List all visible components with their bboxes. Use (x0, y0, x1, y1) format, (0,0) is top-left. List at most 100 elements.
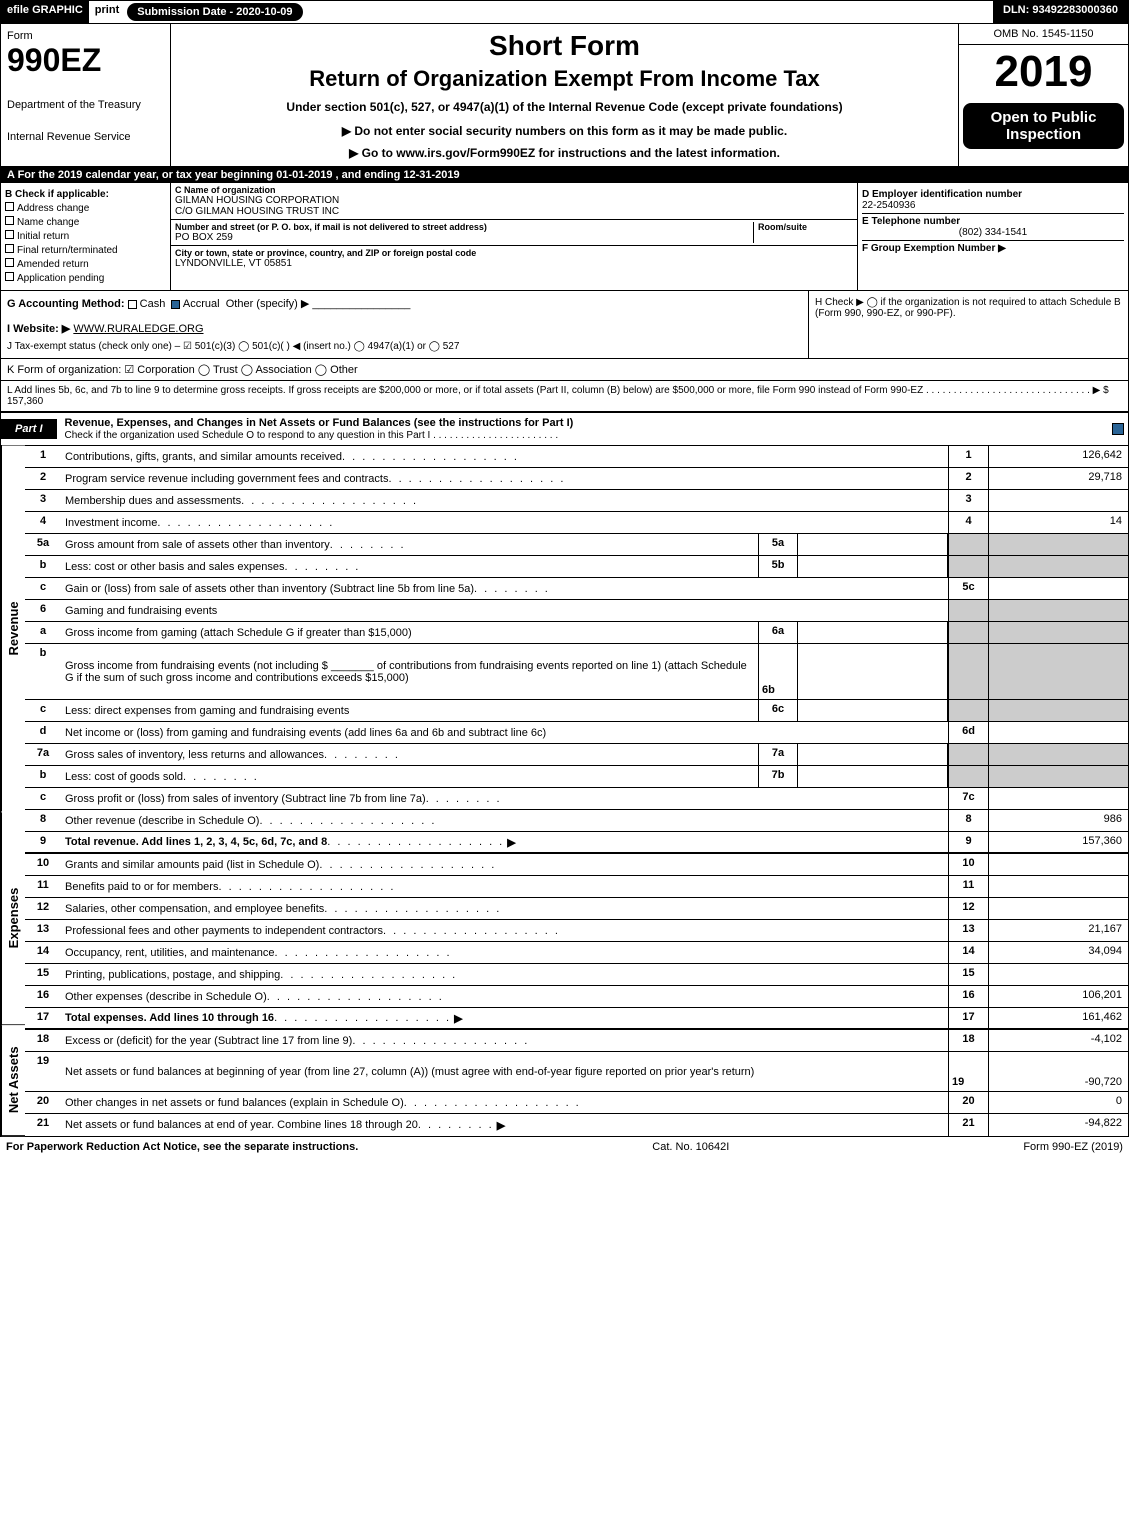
subtitle: Under section 501(c), 527, or 4947(a)(1)… (177, 100, 952, 114)
tel-label: E Telephone number (862, 216, 1124, 227)
chk-address[interactable]: Address change (5, 202, 166, 214)
desc: Professional fees and other payments to … (61, 920, 948, 941)
ln: a (25, 622, 61, 643)
box-b: B Check if applicable: Address change Na… (1, 183, 171, 290)
ln: c (25, 578, 61, 599)
desc: Salaries, other compensation, and employ… (61, 898, 948, 919)
num: 8 (948, 810, 988, 831)
val (988, 578, 1128, 599)
val (988, 534, 1128, 555)
chk-accrual[interactable] (171, 300, 180, 309)
val: 29,718 (988, 468, 1128, 489)
line-6a: a Gross income from gaming (attach Sched… (25, 622, 1128, 644)
sub: 5b (758, 556, 798, 577)
main-title: Return of Organization Exempt From Incom… (177, 66, 952, 92)
val: 34,094 (988, 942, 1128, 963)
line-2: 2 Program service revenue including gove… (25, 468, 1128, 490)
chk-name[interactable]: Name change (5, 216, 166, 228)
form-word: Form (7, 30, 164, 42)
desc-text: Total expenses. Add lines 10 through 16 (65, 1012, 274, 1024)
line-8: 8 Other revenue (describe in Schedule O)… (25, 810, 1128, 832)
print-link[interactable]: print (89, 1, 125, 23)
num (948, 622, 988, 643)
desc: Gaming and fundraising events (61, 600, 948, 621)
schedule-o-checkbox[interactable] (1112, 423, 1124, 435)
val (988, 556, 1128, 577)
desc: Grants and similar amounts paid (list in… (61, 854, 948, 875)
num: 19 (948, 1052, 988, 1091)
ln: 16 (25, 986, 61, 1007)
ln: b (25, 556, 61, 577)
form-number: 990EZ (7, 42, 164, 79)
line-21: 21 Net assets or fund balances at end of… (25, 1114, 1128, 1136)
tax-year: 2019 (959, 45, 1128, 99)
ln: 2 (25, 468, 61, 489)
form-id-footer: Form 990-EZ (2019) (1023, 1141, 1123, 1153)
val (988, 722, 1128, 743)
num (948, 600, 988, 621)
lines-body: 1 Contributions, gifts, grants, and simi… (25, 446, 1128, 1136)
ein-value: 22-2540936 (862, 200, 1124, 211)
short-form-title: Short Form (177, 30, 952, 62)
goto-link[interactable]: ▶ Go to www.irs.gov/Form990EZ for instru… (177, 146, 952, 160)
tel-row: E Telephone number (802) 334-1541 (862, 214, 1124, 241)
arrow-icon: ▶ (507, 836, 515, 849)
org-name-row: C Name of organization GILMAN HOUSING CO… (171, 183, 857, 220)
row-g-h: G Accounting Method: Cash Accrual Other … (1, 291, 1128, 359)
part-1-header: Part I Revenue, Expenses, and Changes in… (1, 412, 1128, 446)
box-c: C Name of organization GILMAN HOUSING CO… (171, 183, 858, 290)
part-1-title-text: Revenue, Expenses, and Changes in Net As… (65, 417, 574, 429)
val (988, 744, 1128, 765)
sub: 6c (758, 700, 798, 721)
line-11: 11 Benefits paid to or for members 11 (25, 876, 1128, 898)
num: 2 (948, 468, 988, 489)
ln: 18 (25, 1030, 61, 1051)
ln: 10 (25, 854, 61, 875)
num (948, 766, 988, 787)
val: -90,720 (988, 1052, 1128, 1091)
open-public: Open to Public Inspection (963, 103, 1124, 149)
num: 3 (948, 490, 988, 511)
num: 4 (948, 512, 988, 533)
chk-amended[interactable]: Amended return (5, 258, 166, 270)
subval (798, 766, 948, 787)
header-left: Form 990EZ Department of the Treasury In… (1, 24, 171, 166)
line-15: 15 Printing, publications, postage, and … (25, 964, 1128, 986)
desc: Benefits paid to or for members (61, 876, 948, 897)
desc: Less: cost of goods sold (61, 766, 758, 787)
line-7a: 7a Gross sales of inventory, less return… (25, 744, 1128, 766)
row-g: G Accounting Method: Cash Accrual Other … (7, 297, 802, 310)
val (988, 788, 1128, 809)
website-link[interactable]: WWW.RURALEDGE.ORG (73, 323, 203, 335)
box-b-title: B Check if applicable: (5, 189, 166, 200)
num: 9 (948, 832, 988, 852)
chk-cash[interactable] (128, 300, 137, 309)
part-1-label: Part I (1, 419, 57, 439)
num: 1 (948, 446, 988, 467)
chk-pending[interactable]: Application pending (5, 272, 166, 284)
accrual-label: Accrual (183, 298, 220, 310)
sub: 6a (758, 622, 798, 643)
val (988, 898, 1128, 919)
ln: b (25, 644, 61, 699)
num (948, 534, 988, 555)
line-6d: d Net income or (loss) from gaming and f… (25, 722, 1128, 744)
chk-final[interactable]: Final return/terminated (5, 244, 166, 256)
subval (798, 556, 948, 577)
org-name-label: C Name of organization (175, 185, 853, 195)
netassets-label: Net Assets (1, 1025, 25, 1136)
submission-date: Submission Date - 2020-10-09 (127, 3, 302, 21)
ln: 3 (25, 490, 61, 511)
num: 18 (948, 1030, 988, 1051)
line-3: 3 Membership dues and assessments 3 (25, 490, 1128, 512)
desc: Total revenue. Add lines 1, 2, 3, 4, 5c,… (61, 832, 948, 852)
box-d: D Employer identification number 22-2540… (858, 183, 1128, 290)
num: 16 (948, 986, 988, 1007)
val (988, 766, 1128, 787)
sub: 6b (758, 644, 798, 699)
ln: 14 (25, 942, 61, 963)
line-5a: 5a Gross amount from sale of assets othe… (25, 534, 1128, 556)
org-name-1: GILMAN HOUSING CORPORATION (175, 195, 853, 206)
chk-initial[interactable]: Initial return (5, 230, 166, 242)
desc: Gross income from fundraising events (no… (61, 644, 758, 699)
